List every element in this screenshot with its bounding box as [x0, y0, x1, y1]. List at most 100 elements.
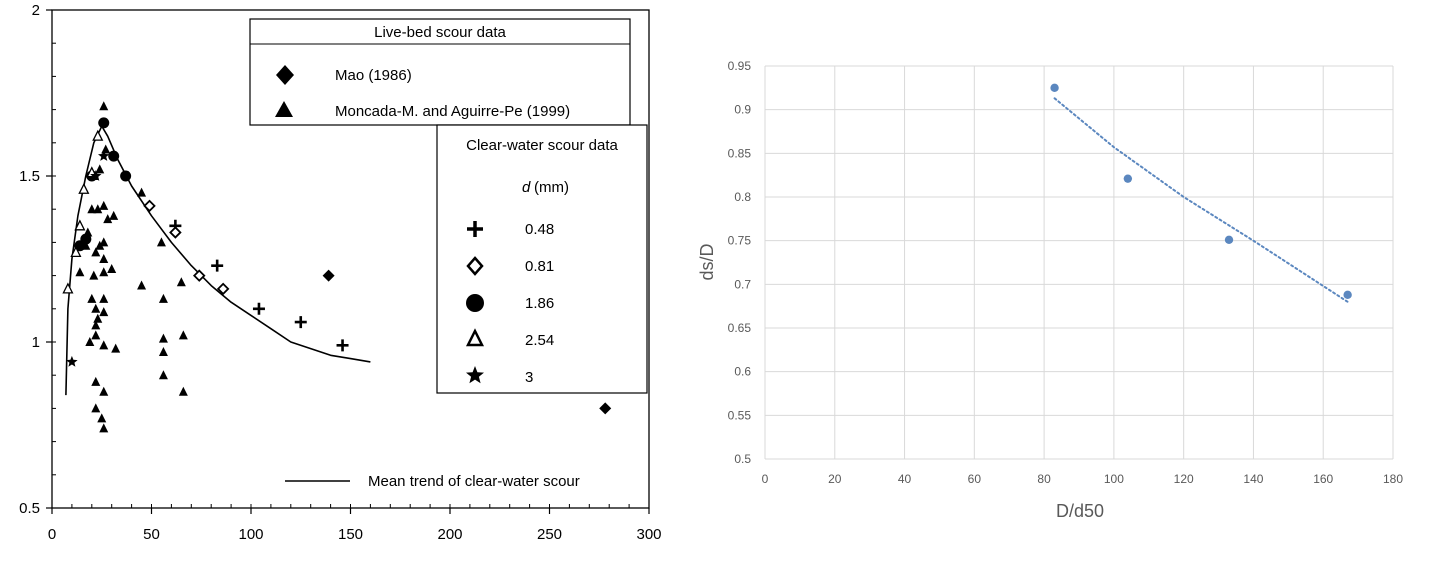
point-moncada-triangle	[91, 403, 101, 413]
point-moncada-triangle	[158, 293, 168, 303]
left-x-tick-label: 300	[636, 526, 661, 543]
point-moncada-triangle	[93, 204, 103, 214]
point-moncada-triangle	[95, 240, 105, 250]
right-y-tick-label: 0.85	[728, 146, 752, 160]
point-d081-open-diamond	[169, 226, 182, 239]
left-data-points	[62, 101, 612, 433]
left-chart: 0 50 100 150 200 250 300 0.5 1 1.5 2 Live-bed scou…	[19, 2, 661, 543]
right-x-axis-label: D/d50	[1056, 501, 1104, 521]
left-x-tick-label: 250	[537, 526, 562, 543]
legend-mean-trend: Mean trend of clear-water scour	[285, 473, 580, 490]
legend-plus-icon	[467, 221, 483, 237]
point-moncada-triangle	[97, 413, 107, 423]
legend-clear-water: Clear-water scour data d (mm) 0.48 0.81 …	[436, 124, 648, 394]
right-data-point	[1224, 235, 1234, 244]
legend-d-unit: (mm)	[534, 179, 569, 196]
point-moncada-triangle	[158, 333, 168, 343]
legend-mean-trend-label: Mean trend of clear-water scour	[368, 473, 580, 490]
right-data-points	[1050, 83, 1352, 300]
point-moncada-triangle	[107, 263, 117, 273]
point-moncada-triangle	[178, 386, 188, 396]
point-moncada-triangle	[156, 237, 166, 247]
point-moncada-triangle	[91, 330, 101, 340]
point-moncada-triangle	[89, 270, 99, 280]
point-moncada-triangle	[158, 346, 168, 356]
legend-d-254-label: 2.54	[525, 332, 554, 349]
point-moncada-triangle	[87, 204, 97, 214]
point-mao-diamond	[599, 402, 612, 415]
point-moncada-triangle	[91, 247, 101, 257]
right-x-tick-label: 20	[828, 472, 842, 486]
right-y-axis-label: ds/D	[697, 243, 717, 280]
point-mao-diamond	[322, 269, 335, 282]
legend-live-bed-frame	[249, 18, 631, 126]
right-x-tick-label: 160	[1313, 472, 1333, 486]
right-x-tick-label: 80	[1037, 472, 1051, 486]
left-x-tick-label: 200	[437, 526, 462, 543]
legend-d-3-label: 3	[525, 369, 533, 386]
point-moncada-triangle	[101, 144, 111, 154]
point-d048-plus	[294, 316, 307, 329]
right-y-tick-label: 0.9	[734, 103, 751, 117]
point-moncada-triangle	[111, 343, 121, 353]
legend-filled-circle-icon	[466, 294, 484, 312]
right-data-point	[1050, 83, 1059, 93]
point-moncada-triangle	[99, 237, 109, 247]
right-x-tick-label: 100	[1104, 472, 1124, 486]
point-moncada-triangle	[99, 293, 109, 303]
point-moncada-triangle	[99, 254, 109, 263]
right-x-tick-label: 140	[1243, 472, 1263, 486]
right-ticks: 0 20 40 60 80 100 120 140 160 180 0.5 0.55 0.6 0.65 0.…	[728, 59, 1404, 486]
point-moncada-triangle	[91, 376, 101, 386]
right-data-point	[1123, 174, 1133, 183]
legend-d-048-label: 0.48	[525, 221, 554, 238]
left-y-tick-label: 1	[32, 334, 40, 351]
right-x-tick-label: 60	[968, 472, 982, 486]
right-gridlines	[764, 65, 1394, 460]
point-moncada-triangle	[91, 303, 101, 313]
point-d048-plus	[211, 259, 224, 272]
left-y-tick-label: 2	[32, 2, 40, 19]
left-x-tick-label: 0	[48, 526, 56, 543]
point-moncada-triangle	[95, 164, 105, 174]
left-x-tick-label: 100	[238, 526, 263, 543]
point-moncada-triangle	[103, 214, 113, 224]
right-x-tick-label: 180	[1383, 472, 1403, 486]
legend-mao-label: Mao (1986)	[335, 67, 412, 84]
legend-clear-water-frame	[436, 124, 648, 394]
legend-moncada-label: Moncada-M. and Aguirre-Pe (1999)	[335, 103, 570, 120]
point-moncada-triangle	[93, 313, 103, 323]
point-moncada-triangle	[99, 423, 109, 433]
legend-live-bed: Live-bed scour data Mao (1986) Moncada-M…	[249, 18, 631, 126]
point-moncada-triangle	[99, 101, 109, 111]
point-moncada-triangle	[137, 187, 147, 197]
point-d254-open-triangle	[70, 245, 82, 258]
right-y-tick-label: 0.5	[734, 452, 751, 466]
point-moncada-triangle	[176, 277, 186, 287]
point-d254-open-triangle	[62, 282, 74, 294]
point-d3-star	[66, 355, 78, 367]
point-d081-open-diamond	[192, 269, 206, 282]
right-y-tick-label: 0.55	[728, 408, 752, 422]
right-y-tick-label: 0.65	[728, 321, 752, 335]
right-y-tick-label: 0.7	[734, 277, 751, 291]
point-d186-circle	[120, 170, 132, 182]
legend-live-bed-title: Live-bed scour data	[374, 24, 506, 41]
point-moncada-triangle	[75, 267, 85, 277]
legend-d-symbol: d	[522, 179, 531, 196]
left-x-tick-label: 150	[338, 526, 363, 543]
legend-open-triangle-icon	[465, 328, 485, 347]
right-x-tick-label: 120	[1174, 472, 1194, 486]
point-moncada-triangle	[99, 200, 109, 210]
right-chart: 0 20 40 60 80 100 120 140 160 180 0.5 0.55 0.6 0.65 0.…	[697, 59, 1403, 521]
point-d186-circle	[108, 150, 120, 162]
point-d254-open-triangle	[92, 129, 104, 141]
point-d081-open-diamond	[216, 282, 230, 296]
left-y-tick-label: 1.5	[19, 168, 40, 185]
point-d3-star	[90, 170, 102, 181]
point-d186-circle	[80, 233, 92, 245]
legend-moncada-triangle-icon	[275, 101, 293, 117]
point-moncada-triangle	[91, 320, 101, 330]
legend-clear-water-title: Clear-water scour data	[466, 137, 618, 154]
